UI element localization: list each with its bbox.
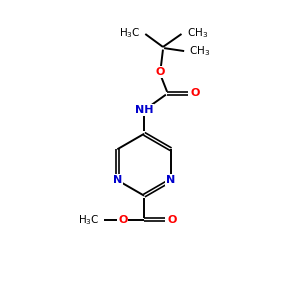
Text: O: O <box>168 215 177 225</box>
Text: N: N <box>166 175 176 185</box>
Text: CH$_3$: CH$_3$ <box>189 44 210 58</box>
Text: H$_3$C: H$_3$C <box>119 26 140 40</box>
Text: O: O <box>118 215 128 225</box>
Text: N: N <box>113 175 122 185</box>
Text: NH: NH <box>135 105 153 115</box>
Text: CH$_3$: CH$_3$ <box>187 26 208 40</box>
Text: O: O <box>156 67 165 77</box>
Text: H$_3$C: H$_3$C <box>78 213 99 227</box>
Text: O: O <box>190 88 200 98</box>
